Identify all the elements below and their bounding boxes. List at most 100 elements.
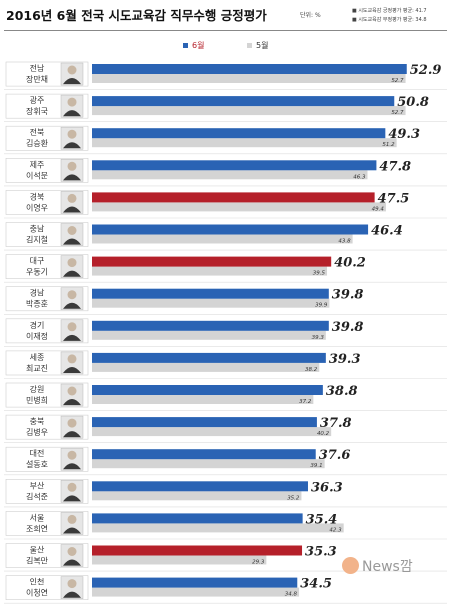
portrait-body-icon [63,495,81,502]
portrait-head-icon [67,226,77,235]
name-label: 박종훈 [26,299,48,309]
portrait-head-icon [67,450,77,460]
region-label: 대전 [30,448,45,458]
bar-june [92,128,386,139]
bar-june [92,64,407,74]
name-label: 김병우 [26,427,48,437]
region-label: 인천 [30,577,45,587]
portrait-body-icon [63,110,81,117]
bar-may [92,362,320,372]
region-label: 강원 [30,384,45,394]
bar-june [92,513,303,524]
watermark-logo-icon [342,557,359,574]
unit-label: 단위: % [300,12,321,19]
region-label: 광주 [30,95,45,105]
value-label-may: 49.4 [372,206,385,212]
avg-positive-note: ■ 시도교육감 긍정평가 평균: 41.7 [352,8,427,14]
portrait-body-icon [63,206,81,213]
portrait-body-icon [63,366,81,373]
value-label-june: 35.4 [306,512,338,527]
name-label: 설동호 [26,459,48,469]
name-label: 최교진 [26,363,48,373]
bar-may [92,106,406,116]
bar-june [92,577,298,588]
portrait-head-icon [67,161,77,171]
value-label-june: 47.5 [378,191,410,206]
portrait-body-icon [63,334,81,341]
portrait-head-icon [67,290,77,300]
value-label-may: 52.7 [391,110,404,116]
value-label-may: 37.2 [299,399,312,405]
value-label-may: 52.7 [391,78,404,84]
region-label: 서울 [30,513,45,522]
value-label-may: 39.3 [312,335,325,341]
bar-may [92,395,314,404]
portrait-body-icon [63,399,81,406]
portrait-body-icon [63,302,81,309]
bar-may [92,555,267,565]
value-label-june: 37.8 [320,416,352,431]
region-label: 충북 [30,417,45,426]
bar-june [92,385,323,395]
name-label: 장만채 [26,74,48,84]
name-label: 이영우 [26,202,48,212]
name-label: 김지철 [26,235,48,245]
portrait-head-icon [67,97,77,107]
bar-june [92,96,395,107]
name-label: 이청연 [26,588,48,598]
value-label-june: 52.9 [410,63,442,78]
portrait-body-icon [63,527,81,534]
portrait-head-icon [67,65,77,75]
value-label-june: 46.4 [371,224,403,239]
bar-may [92,234,353,244]
legend-label-may: 5월 [256,41,269,50]
bar-may [92,523,344,533]
bar-june [92,160,377,171]
portrait-body-icon [63,270,81,277]
value-label-june: 39.3 [329,352,361,367]
bar-june [92,192,375,203]
portrait-body-icon [63,78,81,85]
bar-may [92,138,397,148]
value-label-may: 39.5 [313,271,326,277]
bar-may [92,459,325,469]
bar-june [92,481,308,492]
portrait-head-icon [67,258,77,268]
name-label: 이석문 [26,170,48,180]
value-label-june: 36.3 [311,480,343,495]
region-label: 부산 [30,480,45,490]
bar-june [92,256,332,267]
region-label: 제주 [30,160,45,169]
bar-may [92,202,386,212]
portrait-body-icon [63,238,81,245]
portrait-head-icon [67,193,77,203]
portrait-head-icon [67,418,77,428]
portrait-body-icon [63,559,81,566]
watermark: News깜 [362,559,413,575]
bar-may [92,330,326,340]
bar-may [92,427,332,437]
value-label-may: 46.3 [353,174,366,180]
name-label: 민병희 [26,395,48,405]
region-label: 세종 [30,353,45,362]
region-label: 경기 [30,320,45,330]
name-label: 조희연 [26,523,48,533]
value-label-may: 51.2 [382,142,395,148]
portrait-body-icon [63,142,81,149]
bar-june [92,320,329,331]
bar-may [92,491,302,501]
portrait-head-icon [67,354,77,364]
region-label: 대구 [30,257,45,266]
portrait-head-icon [67,514,77,524]
value-label-may: 35.2 [287,495,300,501]
portrait-head-icon [67,386,77,396]
portrait-body-icon [63,463,81,470]
name-label: 김석준 [26,491,48,501]
avg-negative-note: ■ 시도교육감 부정평가 평균: 34.8 [352,17,427,23]
region-label: 충남 [30,225,45,234]
value-label-june: 49.3 [388,127,420,142]
portrait-head-icon [67,322,77,332]
legend-label-june: 6월 [192,41,205,50]
portrait-body-icon [63,174,81,181]
